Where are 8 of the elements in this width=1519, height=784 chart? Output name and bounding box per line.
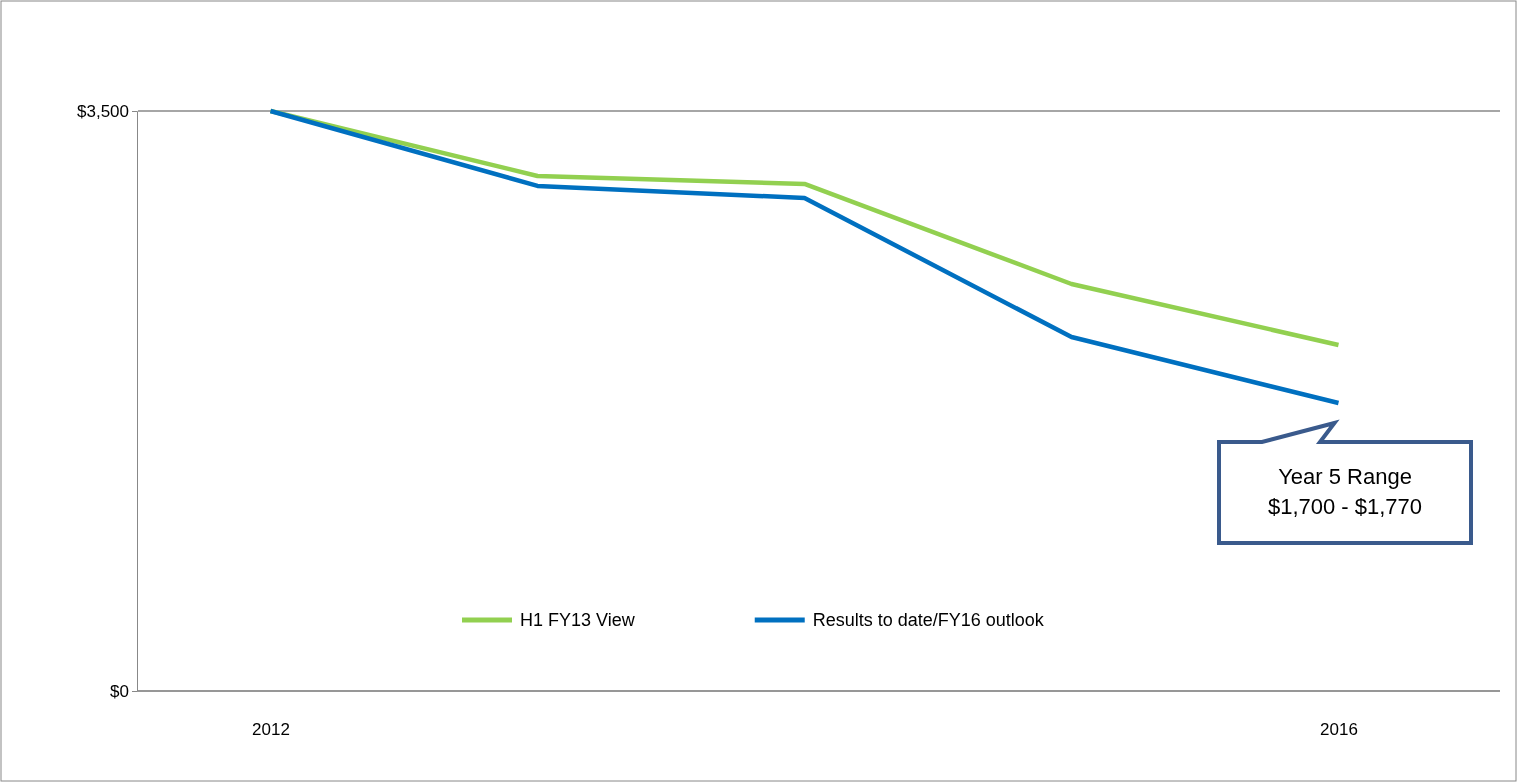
annotation: Year 5 Range $1,700 - $1,770 [1267,464,1423,519]
legend-label: Results to date/FY16 outlook [812,610,1045,630]
y-tick-label: $3,500 [77,101,129,121]
line-series [268,108,1341,406]
legend-label: H1 FY13 View [520,610,636,630]
x-tick-label: 2012 [252,720,290,740]
y-tick-label: $0 [110,681,129,701]
x-tick-label: 2016 [1320,720,1358,740]
